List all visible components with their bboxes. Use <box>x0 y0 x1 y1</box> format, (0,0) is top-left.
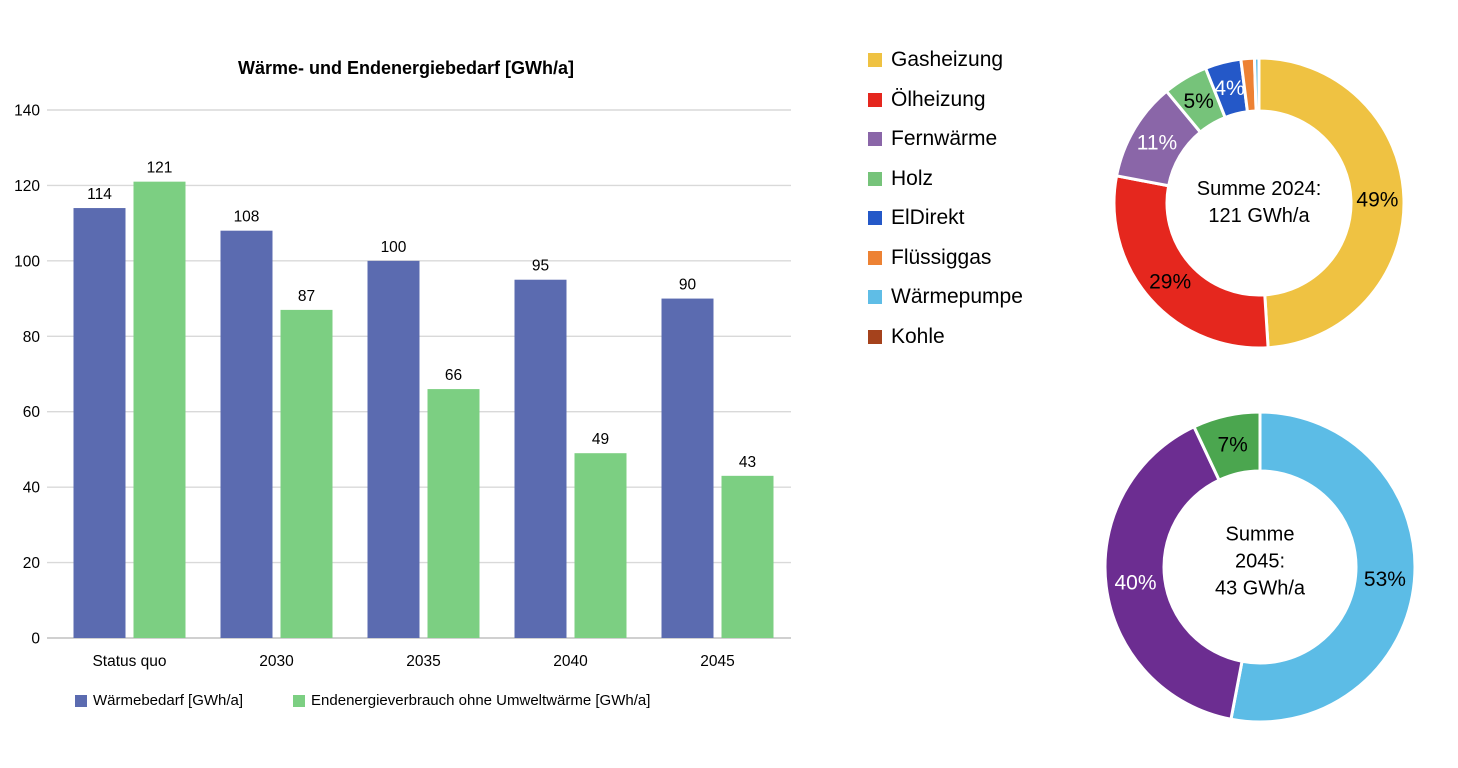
y-tick-140: 140 <box>14 103 40 120</box>
bar-value-label: 121 <box>147 160 173 177</box>
fluessiggas-swatch-icon <box>868 250 882 265</box>
donut-slice-label-holz: 5% <box>1183 90 1213 113</box>
donut-chart-2024: 49% 29% 11% 5%4% <box>1112 56 1406 350</box>
oelheizung-swatch-icon <box>868 92 882 107</box>
waermepumpe-label: Wärmepumpe <box>891 285 1023 308</box>
bar-value-label: 43 <box>739 454 756 471</box>
gasheizung-label: Gasheizung <box>891 48 1004 71</box>
donut-2024-center-line2: 121 GWh/a <box>1208 205 1310 227</box>
y-tick-40: 40 <box>23 480 41 497</box>
fernwaerme-swatch-icon <box>868 132 882 146</box>
donut-slice-holz <box>1192 410 1262 482</box>
fernwaerme-label: Fernwärme <box>891 127 998 150</box>
bar-chart-title: Wärme- und Endenergiebedarf [GWh/a] <box>237 58 575 78</box>
bar-value-label: 95 <box>532 258 549 275</box>
donut-slice-w-rmepumpe <box>1229 410 1417 724</box>
holz-swatch-icon <box>868 171 882 186</box>
eldirekt-label: ElDirekt <box>891 206 965 229</box>
donut-slice-gasheizung <box>1257 56 1406 350</box>
x-category-2040: 2040 <box>553 653 588 670</box>
legend-item-kohle: Kohle <box>868 325 1023 349</box>
bar-value-label: 49 <box>592 431 609 448</box>
kohle-label: Kohle <box>891 324 945 348</box>
y-tick-60: 60 <box>23 404 41 421</box>
legend-item-fernwaerme: Fernwärme <box>868 127 1023 151</box>
legend-item-eldirekt: ElDirekt <box>868 206 1023 230</box>
x-category-2030: 2030 <box>259 653 294 670</box>
legend-item-waermebedarf: Wärmebedarf [GWh/a] <box>75 692 243 709</box>
bar-w-rmebedarf-2040 <box>514 279 567 638</box>
bar-w-rmebedarf-2030 <box>220 230 273 638</box>
waermebedarf-label: Wärmebedarf [GWh/a] <box>93 692 244 709</box>
y-tick-100: 100 <box>14 253 40 270</box>
bar-value-label: 87 <box>298 288 315 305</box>
y-tick-20: 20 <box>23 555 41 572</box>
donut-2045-center-text: Summe 2045: 43 GWh/a <box>1215 522 1305 603</box>
legend-item-oelheizung: Ölheizung <box>868 88 1023 112</box>
y-tick-120: 120 <box>14 178 40 195</box>
x-category-2035: 2035 <box>406 653 440 670</box>
donut-slice-fernw-rme <box>1103 425 1244 721</box>
donut-2045-center-line2: 2045: <box>1234 550 1286 573</box>
legend-item-fluessiggas: Flüssiggas <box>868 246 1023 270</box>
x-category-2045: 2045 <box>700 653 734 670</box>
bar-endenergieverbrauch-2045 <box>721 475 774 638</box>
bar-value-label: 114 <box>87 186 112 203</box>
donut-slice-label--lheizung: 29% <box>1149 270 1191 293</box>
bar-chart-legend: Wärmebedarf [GWh/a] Endenergieverbrauch … <box>75 692 650 709</box>
donut-chart-2045: 53% 40% 7% <box>1103 410 1417 724</box>
donut-slice-label-fernw-rme: 11% <box>1137 132 1177 155</box>
bar-w-rmebedarf-2035 <box>367 260 420 638</box>
donut-slice--lheizung <box>1112 174 1270 350</box>
donut-slice-label-fernw-rme: 40% <box>1114 572 1156 595</box>
endenergieverbrauch-swatch-icon <box>293 694 306 707</box>
donut-2045-center-line3: 43 GWh/a <box>1214 577 1306 600</box>
donut-2045-center-line1: Summe <box>1225 523 1295 546</box>
legend-item-holz: Holz <box>868 167 1023 191</box>
legend-item-endenergieverbrauch: Endenergieverbrauch ohne Umweltwärme [GW… <box>293 692 650 709</box>
fluessiggas-label: Flüssiggas <box>891 245 992 269</box>
donut-slice-label-holz: 7% <box>1217 434 1247 457</box>
oelheizung-label: Ölheizung <box>891 87 986 111</box>
bar-w-rmebedarf-status-quo <box>73 208 126 639</box>
donut-slice-label-eldirekt: 4% <box>1214 77 1244 100</box>
endenergieverbrauch-label: Endenergieverbrauch ohne Umweltwärme [GW… <box>311 692 651 709</box>
legend-item-waermepumpe: Wärmepumpe <box>868 285 1023 309</box>
y-tick-0: 0 <box>31 631 40 648</box>
bar-value-label: 100 <box>381 239 407 256</box>
waermepumpe-swatch-icon <box>868 290 882 304</box>
bar-endenergieverbrauch-2040 <box>574 453 627 638</box>
holz-label: Holz <box>891 166 934 190</box>
kohle-swatch-icon <box>868 329 882 344</box>
donut-slice-label-w-rmepumpe: 53% <box>1364 568 1406 591</box>
heating-type-legend: Gasheizung Ölheizung Fernwärme Holz ElDi… <box>868 48 1023 349</box>
legend-item-gasheizung: Gasheizung <box>868 48 1023 72</box>
donut-slice-w-rmepumpe <box>1252 56 1261 113</box>
x-category-status-quo: Status quo <box>92 653 166 670</box>
y-tick-80: 80 <box>23 329 41 346</box>
eldirekt-swatch-icon <box>868 211 882 225</box>
bar-value-label: 66 <box>445 367 462 384</box>
gasheizung-swatch-icon <box>868 53 882 67</box>
donut-slice-label-gasheizung: 49% <box>1356 188 1398 211</box>
bar-endenergieverbrauch-status-quo <box>133 181 186 638</box>
bar-value-label: 108 <box>234 209 260 226</box>
waermebedarf-swatch-icon <box>75 694 87 707</box>
bar-value-label: 90 <box>679 277 697 294</box>
donut-2024-center-line1: Summe 2024: <box>1196 178 1322 200</box>
bar-endenergieverbrauch-2035 <box>427 389 480 638</box>
bar-endenergieverbrauch-2030 <box>280 309 333 638</box>
donut-2024-center-text: Summe 2024: 121 GWh/a <box>1197 176 1322 230</box>
bar-w-rmebedarf-2045 <box>661 298 714 638</box>
